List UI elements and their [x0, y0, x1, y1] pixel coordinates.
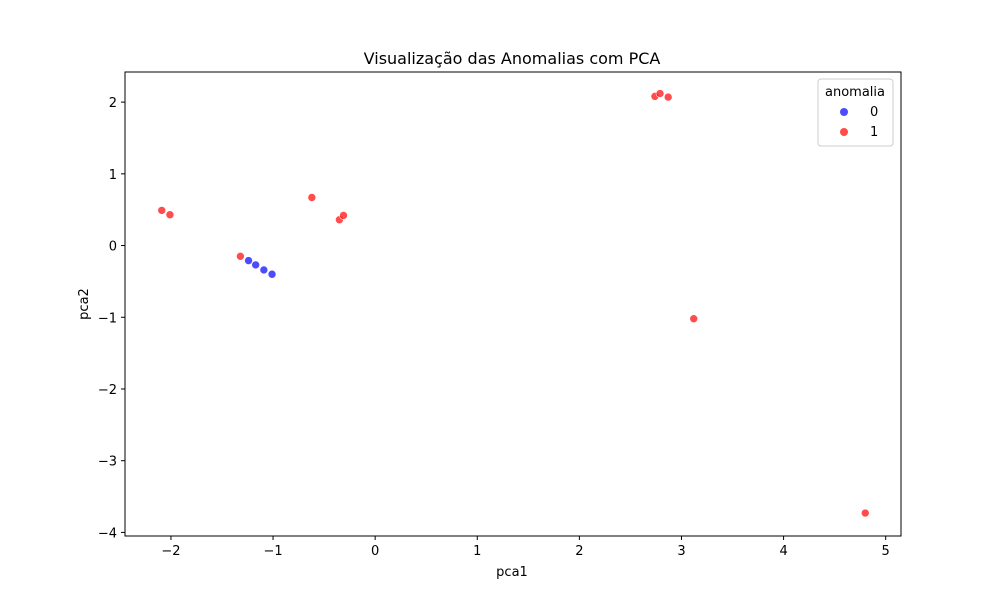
- plot-background: [125, 72, 901, 536]
- data-point-anomalia-1: [157, 206, 167, 215]
- y-tick-label: −3: [98, 455, 117, 470]
- x-tick-label: 0: [371, 544, 379, 559]
- data-point-anomalia-0: [259, 265, 269, 275]
- y-tick-label: 1: [109, 168, 117, 183]
- legend-marker-0: [840, 108, 848, 116]
- y-tick-label: 0: [109, 240, 117, 255]
- legend-box: [817, 78, 894, 147]
- x-tick-label: −2: [161, 544, 180, 559]
- legend-marker-1: [840, 128, 848, 136]
- legend-label-0: 0: [870, 105, 878, 120]
- x-tick-label: −1: [263, 544, 282, 559]
- y-tick-label: −4: [98, 526, 117, 541]
- plot-area: [124, 71, 902, 537]
- x-tick-label: 5: [882, 544, 890, 559]
- chart-title: Visualização das Anomalias com PCA: [364, 49, 661, 68]
- data-point-anomalia-0: [251, 260, 260, 270]
- y-tick-label: 2: [109, 96, 117, 111]
- x-tick-label: 3: [677, 544, 685, 559]
- data-point-anomalia-0: [244, 256, 253, 265]
- data-point-anomalia-0: [267, 269, 277, 279]
- data-point-anomalia-1: [655, 89, 665, 98]
- data-point-anomalia-1: [307, 193, 317, 202]
- legend-title: anomalia: [825, 85, 885, 100]
- plot-frame: [124, 71, 902, 537]
- legend-label-1: 1: [870, 125, 878, 140]
- legend: anomalia 0 1: [817, 78, 894, 147]
- x-tick-label: 4: [779, 544, 787, 559]
- y-axis-ticks: −4 −3 −2 −1 0 1 2: [98, 96, 125, 541]
- x-axis-ticks: −2 −1 0 1 2 3 4 5: [161, 536, 890, 559]
- data-point-anomalia-1: [339, 211, 348, 220]
- data-point-anomalia-1: [236, 252, 245, 261]
- y-tick-label: −1: [98, 311, 117, 326]
- y-axis-label: pca2: [77, 288, 92, 320]
- points-layer: [157, 89, 870, 518]
- y-tick-label: −2: [98, 383, 117, 398]
- data-point-anomalia-1: [689, 314, 699, 324]
- x-axis-label: pca1: [496, 565, 528, 580]
- data-point-anomalia-1: [663, 92, 673, 102]
- x-tick-label: 1: [473, 544, 481, 559]
- x-tick-label: 2: [575, 544, 583, 559]
- data-point-anomalia-1: [165, 210, 175, 220]
- data-point-anomalia-1: [860, 508, 870, 518]
